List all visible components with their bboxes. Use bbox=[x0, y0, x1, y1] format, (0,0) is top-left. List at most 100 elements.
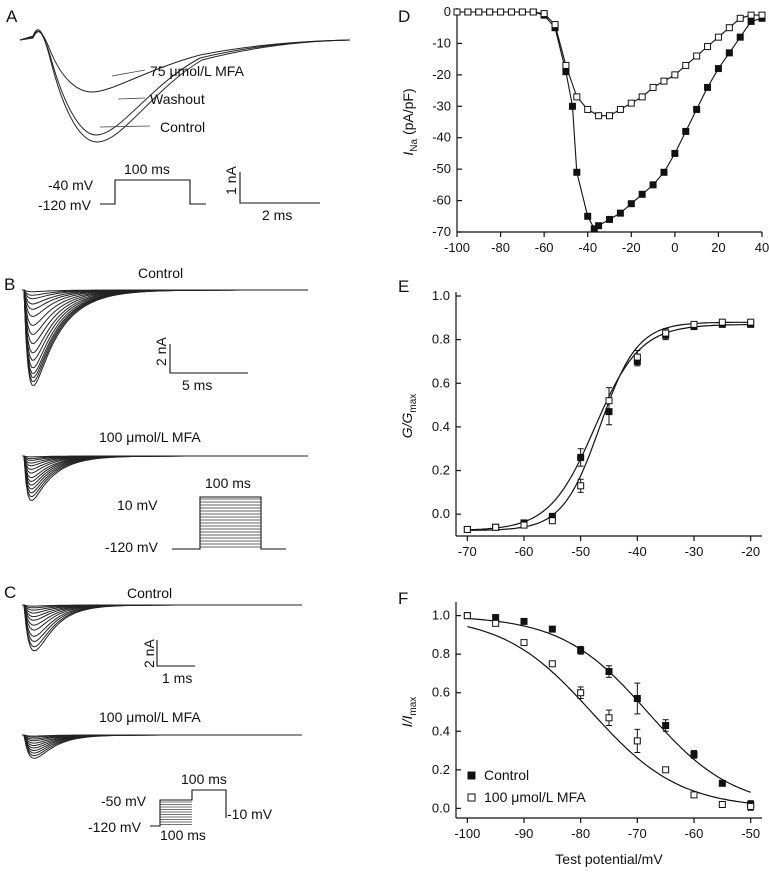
x-tick-label: -70 bbox=[628, 826, 647, 841]
control-point bbox=[714, 65, 722, 73]
x-tick-label: -50 bbox=[741, 826, 760, 841]
y-tick-label: -20 bbox=[432, 67, 451, 82]
x-tick-label: -80 bbox=[571, 826, 590, 841]
y-tick-label: -70 bbox=[432, 224, 451, 239]
protocol-a-duration: 100 ms bbox=[124, 161, 170, 177]
mfa-point bbox=[633, 737, 641, 745]
chart-f: 0.0 0.2 0.4 0.6 0.8 1.0 -100 -90 -80 -70 -60 -50 I/I… bbox=[399, 602, 762, 867]
series-line-1 bbox=[457, 11, 763, 230]
mfa-point bbox=[577, 482, 585, 490]
mfa-point bbox=[682, 61, 690, 69]
mfa-point bbox=[520, 639, 528, 647]
x-tick-label: -100 bbox=[444, 240, 470, 255]
panel-c-mfa-traces bbox=[22, 734, 302, 759]
protocol-a bbox=[100, 179, 206, 205]
x-tick-label: -20 bbox=[741, 544, 760, 559]
panel-b-control-traces bbox=[22, 289, 308, 387]
mfa-point bbox=[548, 517, 556, 525]
current-trace bbox=[22, 604, 302, 648]
mfa-point bbox=[562, 61, 570, 69]
x-axis-label: Test potential/mV bbox=[555, 851, 663, 867]
mfa-point bbox=[633, 353, 641, 361]
panel-c-control-traces bbox=[22, 604, 302, 652]
leader-washout bbox=[117, 97, 146, 100]
scalebar-b bbox=[169, 344, 248, 374]
mfa-point bbox=[463, 612, 471, 620]
y-tick-label: 0.2 bbox=[432, 463, 450, 478]
control-point bbox=[627, 200, 635, 208]
protocol-c-pre: -50 mV bbox=[101, 793, 147, 809]
mfa-point bbox=[453, 8, 461, 16]
mfa-point bbox=[693, 52, 701, 60]
control-point bbox=[682, 127, 690, 135]
leader-control bbox=[99, 125, 151, 128]
current-trace bbox=[22, 289, 308, 335]
mfa-point bbox=[616, 105, 624, 113]
y-axis-label-subscript: max bbox=[408, 697, 419, 716]
mfa-point bbox=[529, 8, 537, 16]
mfa-point bbox=[704, 43, 712, 51]
mfa-point bbox=[507, 8, 515, 16]
panel-a-traces bbox=[19, 29, 351, 143]
mfa-point bbox=[573, 93, 581, 101]
control-point bbox=[492, 614, 500, 622]
current-trace bbox=[22, 289, 308, 387]
protocol-b-duration: 100 ms bbox=[205, 475, 251, 491]
panel-d-label: D bbox=[398, 7, 410, 26]
mfa-point bbox=[671, 71, 679, 79]
y-axis-label: I/Imax bbox=[399, 697, 419, 728]
y-tick-label: 0.8 bbox=[432, 332, 450, 347]
x-tick-label: -80 bbox=[491, 240, 510, 255]
mfa-point bbox=[747, 11, 755, 19]
control-point bbox=[671, 149, 679, 157]
mfa-point bbox=[548, 660, 556, 668]
x-tick-label: -40 bbox=[578, 240, 597, 255]
x-tick-label: -30 bbox=[685, 544, 704, 559]
mfa-point bbox=[463, 525, 471, 533]
scale-b-x: 5 ms bbox=[182, 377, 212, 393]
control-point bbox=[660, 168, 668, 176]
y-axis-label-unit: (pA/pF) bbox=[400, 88, 416, 139]
current-trace bbox=[22, 455, 308, 502]
chart-d: 0 -10 -20 -30 -40 -50 -60 -70-100 -80 -60 -40 -20 0 2… bbox=[400, 4, 769, 255]
panel-b-label: B bbox=[4, 275, 15, 294]
control-point bbox=[649, 181, 657, 189]
control-point bbox=[690, 750, 698, 758]
panel-b-control-title: Control bbox=[138, 265, 183, 281]
control-point bbox=[736, 33, 744, 41]
x-tick-label: 20 bbox=[711, 240, 725, 255]
x-tick-label: -60 bbox=[535, 240, 554, 255]
mfa-point bbox=[595, 112, 603, 120]
panel-c-control-title: Control bbox=[127, 585, 172, 601]
control-point bbox=[584, 212, 592, 220]
control-point bbox=[577, 646, 585, 654]
mfa-point bbox=[492, 619, 500, 627]
control-point bbox=[520, 617, 528, 625]
control-point bbox=[577, 453, 585, 461]
mfa-point bbox=[497, 8, 505, 16]
y-tick-label: 0.4 bbox=[432, 419, 450, 434]
series-line-2 bbox=[457, 11, 762, 117]
mfa-point bbox=[486, 8, 494, 16]
scale-a-x: 2 ms bbox=[262, 207, 292, 223]
fit-curve-2 bbox=[467, 626, 751, 804]
x-tick-label: -90 bbox=[515, 826, 534, 841]
y-tick-label: -40 bbox=[432, 130, 451, 145]
mfa-point bbox=[758, 11, 766, 19]
protocol-b-step: 10 mV bbox=[117, 497, 158, 513]
y-axis-label-main: G/G bbox=[399, 413, 415, 439]
leader-mfa bbox=[111, 69, 146, 77]
protocol-b bbox=[172, 496, 286, 550]
mfa-point bbox=[606, 112, 613, 120]
y-axis-label-subscript: Na bbox=[409, 139, 420, 152]
mfa-point bbox=[492, 523, 500, 531]
control-point bbox=[605, 668, 613, 676]
scale-c-x: 1 ms bbox=[162, 670, 192, 686]
y-tick-label: -50 bbox=[432, 161, 451, 176]
mfa-point bbox=[662, 329, 670, 337]
control-point bbox=[633, 695, 641, 703]
control-point bbox=[606, 215, 613, 223]
mfa-point bbox=[660, 77, 668, 85]
legend-marker bbox=[467, 771, 476, 780]
mfa-point bbox=[605, 397, 613, 405]
